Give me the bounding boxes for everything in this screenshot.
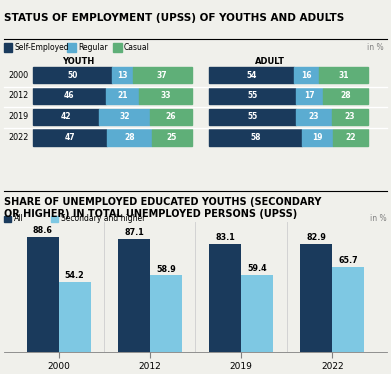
- Bar: [209, 88, 296, 104]
- Text: 50: 50: [67, 71, 77, 80]
- Text: 54.2: 54.2: [65, 270, 84, 280]
- Text: 47: 47: [65, 133, 75, 142]
- Text: 16: 16: [301, 71, 312, 80]
- Text: 37: 37: [157, 71, 168, 80]
- Text: 58: 58: [250, 133, 261, 142]
- Text: All: All: [14, 214, 23, 224]
- Text: 46: 46: [64, 91, 74, 101]
- Bar: [108, 129, 152, 146]
- Text: 2022: 2022: [9, 133, 29, 142]
- Bar: [209, 129, 302, 146]
- Bar: [139, 88, 192, 104]
- Bar: [296, 108, 332, 125]
- Bar: [300, 245, 332, 352]
- Bar: [67, 43, 75, 52]
- Bar: [332, 108, 368, 125]
- Text: 17: 17: [305, 91, 315, 101]
- Text: 83.1: 83.1: [215, 233, 235, 242]
- Bar: [133, 67, 192, 83]
- Bar: [150, 275, 182, 352]
- Text: 65.7: 65.7: [339, 256, 358, 265]
- Text: 2012: 2012: [9, 91, 29, 101]
- Text: 28: 28: [124, 133, 135, 142]
- Text: 82.9: 82.9: [307, 233, 326, 242]
- Bar: [118, 239, 150, 352]
- Text: Casual: Casual: [124, 43, 150, 52]
- Text: 55: 55: [247, 112, 257, 121]
- Bar: [209, 67, 294, 83]
- Bar: [33, 108, 99, 125]
- Bar: [99, 108, 150, 125]
- Text: 54: 54: [246, 71, 256, 80]
- Text: 32: 32: [120, 112, 130, 121]
- Text: Regular: Regular: [78, 43, 108, 52]
- Text: 13: 13: [117, 71, 128, 80]
- Bar: [296, 88, 323, 104]
- Text: 33: 33: [160, 91, 171, 101]
- Text: 55: 55: [248, 91, 258, 101]
- Text: 58.9: 58.9: [156, 264, 176, 273]
- Bar: [150, 108, 192, 125]
- Text: 2000: 2000: [9, 71, 29, 80]
- Text: 23: 23: [308, 112, 319, 121]
- Text: 2019: 2019: [9, 112, 29, 121]
- Bar: [241, 275, 273, 352]
- Text: in %: in %: [367, 43, 383, 52]
- Bar: [106, 88, 139, 104]
- Text: ADULT: ADULT: [255, 57, 285, 66]
- Text: 59.4: 59.4: [247, 264, 267, 273]
- Bar: [33, 88, 106, 104]
- Text: 88.6: 88.6: [33, 226, 53, 235]
- Bar: [27, 237, 59, 352]
- Bar: [113, 43, 122, 52]
- Text: Self-Employed: Self-Employed: [14, 43, 69, 52]
- Bar: [333, 129, 368, 146]
- Text: YOUTH: YOUTH: [63, 57, 95, 66]
- Text: 28: 28: [340, 91, 351, 101]
- Bar: [323, 88, 368, 104]
- Text: in %: in %: [370, 214, 387, 224]
- Text: Secondary and higher: Secondary and higher: [61, 214, 145, 224]
- Text: 21: 21: [117, 91, 128, 101]
- Bar: [112, 67, 133, 83]
- Text: 31: 31: [338, 71, 349, 80]
- Text: SHARE OF UNEMPLOYED EDUCATED YOUTHS (SECONDARY
OR HIGHER) IN TOTAL UNEMPLOYED PE: SHARE OF UNEMPLOYED EDUCATED YOUTHS (SEC…: [4, 197, 321, 218]
- Text: STATUS OF EMPLOYMENT (UPSS) OF YOUTHS AND ADULTS: STATUS OF EMPLOYMENT (UPSS) OF YOUTHS AN…: [4, 13, 344, 23]
- Text: 23: 23: [344, 112, 355, 121]
- Text: 42: 42: [61, 112, 71, 121]
- Bar: [209, 244, 241, 352]
- Bar: [33, 67, 112, 83]
- Text: 22: 22: [345, 133, 355, 142]
- Bar: [332, 267, 364, 352]
- Text: 87.1: 87.1: [124, 228, 144, 237]
- Text: 25: 25: [167, 133, 177, 142]
- Bar: [59, 282, 91, 352]
- Bar: [4, 43, 13, 52]
- Text: 19: 19: [312, 133, 323, 142]
- Text: 26: 26: [166, 112, 176, 121]
- Bar: [209, 108, 296, 125]
- Bar: [294, 67, 319, 83]
- Bar: [302, 129, 333, 146]
- Bar: [319, 67, 368, 83]
- Bar: [152, 129, 192, 146]
- Bar: [33, 129, 108, 146]
